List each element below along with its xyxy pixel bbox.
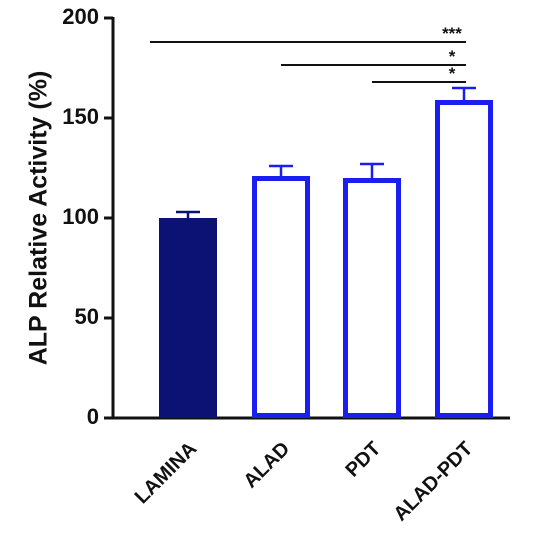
y-tick-label: 100 [62, 204, 99, 229]
y-tick-label: 50 [75, 304, 99, 329]
bar [159, 218, 217, 418]
x-tick-label: PDT [341, 438, 385, 482]
significance-label: * [449, 64, 456, 83]
x-tick-label: LAMINA [131, 438, 202, 509]
bar [435, 100, 493, 418]
bar [252, 176, 310, 418]
y-tick-label: 0 [87, 404, 99, 429]
y-axis-label: ALP Relative Activity (%) [25, 71, 53, 366]
bar [343, 178, 401, 418]
x-tick-label: ALAD-PDT [389, 438, 477, 526]
y-tick-label: 200 [62, 4, 99, 29]
y-tick-label: 150 [62, 104, 99, 129]
significance-label: *** [442, 24, 462, 43]
x-tick-label: ALAD [239, 438, 294, 493]
significance-label: * [449, 47, 456, 66]
